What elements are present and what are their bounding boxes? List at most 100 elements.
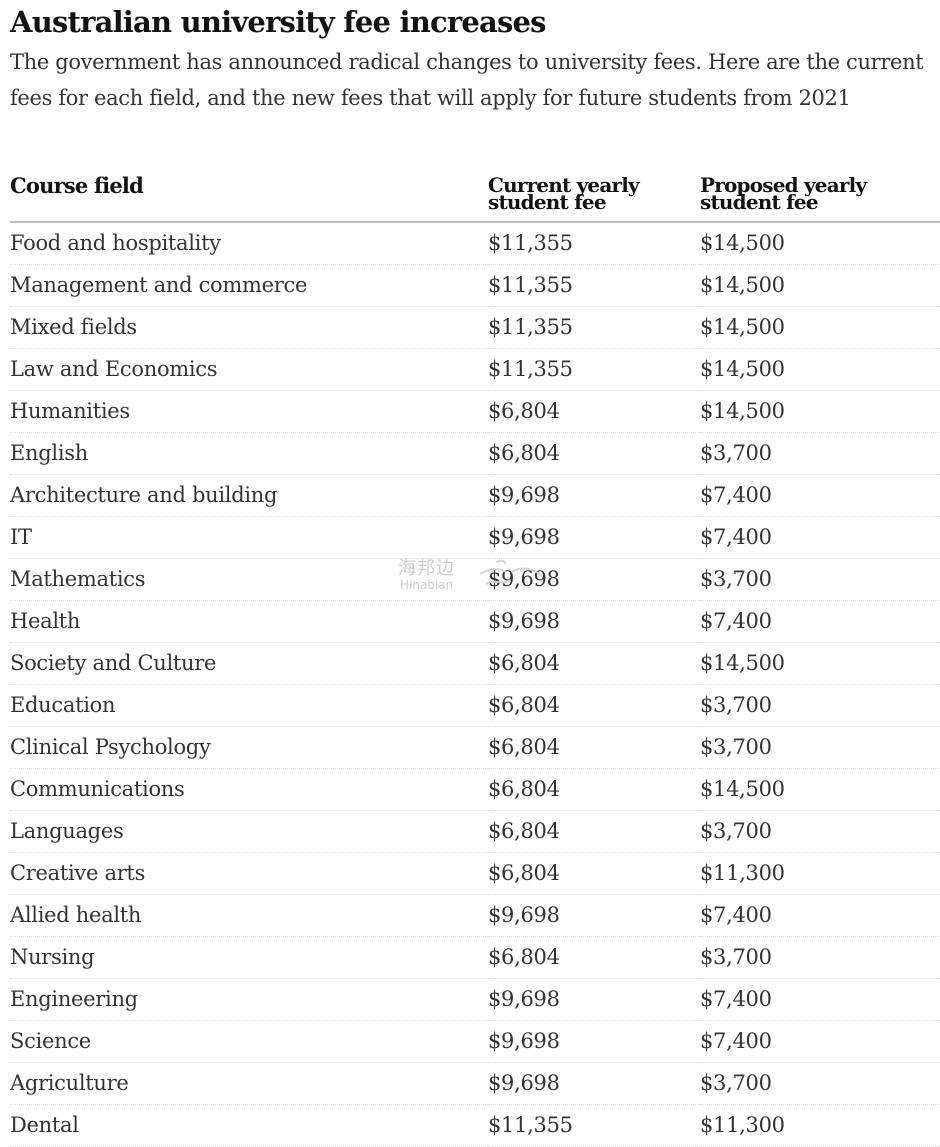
current-fee-cell: $9,698 [488,978,700,1021]
current-fee-cell: $9,698 [488,1062,700,1105]
table-row: Dental $11,355 $11,300 [10,1104,940,1147]
current-fee-cell: $6,804 [488,726,700,769]
course-field-cell: Communications [10,768,488,811]
table-row: Clinical Psychology $6,804 $3,700 [10,726,940,769]
table-row: Health $9,698 $7,400 [10,600,940,643]
page-title: Australian university fee increases [10,5,547,39]
proposed-fee-cell: $14,500 [700,390,940,433]
course-field-cell: Creative arts [10,852,488,895]
course-field-cell: Architecture and building [10,474,488,517]
proposed-fee-cell: $7,400 [700,894,940,937]
course-field-cell: English [10,432,488,475]
header-proposed-line2: student fee [700,190,819,214]
page-subtitle: The government has announced radical cha… [10,50,924,110]
table-row: Allied health $9,698 $7,400 [10,894,940,937]
current-fee-cell: $11,355 [488,348,700,391]
table-header: Course field Current yearly student fee … [10,172,940,223]
proposed-fee-cell: $14,500 [700,768,940,811]
proposed-fee-cell: $3,700 [700,558,940,601]
course-field-cell: Food and hospitality [10,222,488,265]
course-field-cell: Health [10,600,488,643]
header-proposed-fee: Proposed yearly student fee [700,172,940,223]
table-body: Food and hospitality $11,355 $14,500 Manage… [10,222,940,1147]
table-row: Nursing $6,804 $3,700 [10,936,940,979]
table-row: Society and Culture $6,804 $14,500 [10,642,940,685]
current-fee-cell: $6,804 [488,852,700,895]
table-row: Food and hospitality $11,355 $14,500 [10,222,940,265]
current-fee-cell: $6,804 [488,642,700,685]
header-proposed-line1: Proposed yearly [700,173,867,197]
current-fee-cell: $6,804 [488,684,700,727]
proposed-fee-cell: $7,400 [700,978,940,1021]
current-fee-cell: $9,698 [488,1020,700,1063]
table-row: Humanities $6,804 $14,500 [10,390,940,433]
proposed-fee-cell: $14,500 [700,348,940,391]
current-fee-cell: $11,355 [488,306,700,349]
proposed-fee-cell: $11,300 [700,1104,940,1147]
proposed-fee-cell: $3,700 [700,726,940,769]
current-fee-cell: $6,804 [488,432,700,475]
table-row: Creative arts $6,804 $11,300 [10,852,940,895]
current-fee-cell: $11,355 [488,1104,700,1147]
proposed-fee-cell: $14,500 [700,306,940,349]
proposed-fee-cell: $3,700 [700,1062,940,1105]
header-current-line2: student fee [488,190,607,214]
current-fee-cell: $6,804 [488,768,700,811]
proposed-fee-cell: $7,400 [700,600,940,643]
course-field-cell: Society and Culture [10,642,488,685]
table-row: Languages $6,804 $3,700 [10,810,940,853]
current-fee-cell: $11,355 [488,222,700,265]
proposed-fee-cell: $7,400 [700,516,940,559]
table-row: English $6,804 $3,700 [10,432,940,475]
proposed-fee-cell: $3,700 [700,684,940,727]
proposed-fee-cell: $3,700 [700,810,940,853]
course-field-cell: Dental [10,1104,488,1147]
current-fee-cell: $6,804 [488,390,700,433]
header-current-line1: Current yearly [488,173,640,197]
table-row: Management and commerce $11,355 $14,500 [10,264,940,307]
proposed-fee-cell: $3,700 [700,936,940,979]
proposed-fee-cell: $14,500 [700,222,940,265]
course-field-cell: Mathematics [10,558,488,601]
course-field-cell: Law and Economics [10,348,488,391]
proposed-fee-cell: $7,400 [700,474,940,517]
course-field-cell: Management and commerce [10,264,488,307]
course-field-cell: IT [10,516,488,559]
course-field-cell: Humanities [10,390,488,433]
course-field-cell: Languages [10,810,488,853]
article-figure: Australian university fee increases The … [10,0,940,1147]
proposed-fee-cell: $14,500 [700,264,940,307]
current-fee-cell: $6,804 [488,810,700,853]
table-row: Mathematics $9,698 $3,700 [10,558,940,601]
course-field-cell: Science [10,1020,488,1063]
header-row: Course field Current yearly student fee … [10,172,940,223]
current-fee-cell: $9,698 [488,558,700,601]
course-field-cell: Agriculture [10,1062,488,1105]
table-row: Architecture and building $9,698 $7,400 [10,474,940,517]
current-fee-cell: $9,698 [488,600,700,643]
table-row: Education $6,804 $3,700 [10,684,940,727]
header-current-fee: Current yearly student fee [488,172,700,223]
current-fee-cell: $11,355 [488,264,700,307]
current-fee-cell: $9,698 [488,474,700,517]
table-row: Law and Economics $11,355 $14,500 [10,348,940,391]
course-field-cell: Education [10,684,488,727]
proposed-fee-cell: $7,400 [700,1020,940,1063]
table-row: IT $9,698 $7,400 [10,516,940,559]
table-row: Engineering $9,698 $7,400 [10,978,940,1021]
course-field-cell: Engineering [10,978,488,1021]
table-row: Mixed fields $11,355 $14,500 [10,306,940,349]
table-row: Communications $6,804 $14,500 [10,768,940,811]
course-field-cell: Allied health [10,894,488,937]
current-fee-cell: $6,804 [488,936,700,979]
header-course-field: Course field [10,172,488,223]
current-fee-cell: $9,698 [488,516,700,559]
course-field-cell: Nursing [10,936,488,979]
proposed-fee-cell: $3,700 [700,432,940,475]
proposed-fee-cell: $11,300 [700,852,940,895]
current-fee-cell: $9,698 [488,894,700,937]
course-field-cell: Clinical Psychology [10,726,488,769]
table-row: Science $9,698 $7,400 [10,1020,940,1063]
header-course-label: Course field [10,173,144,198]
fees-table: Course field Current yearly student fee … [10,172,940,1147]
